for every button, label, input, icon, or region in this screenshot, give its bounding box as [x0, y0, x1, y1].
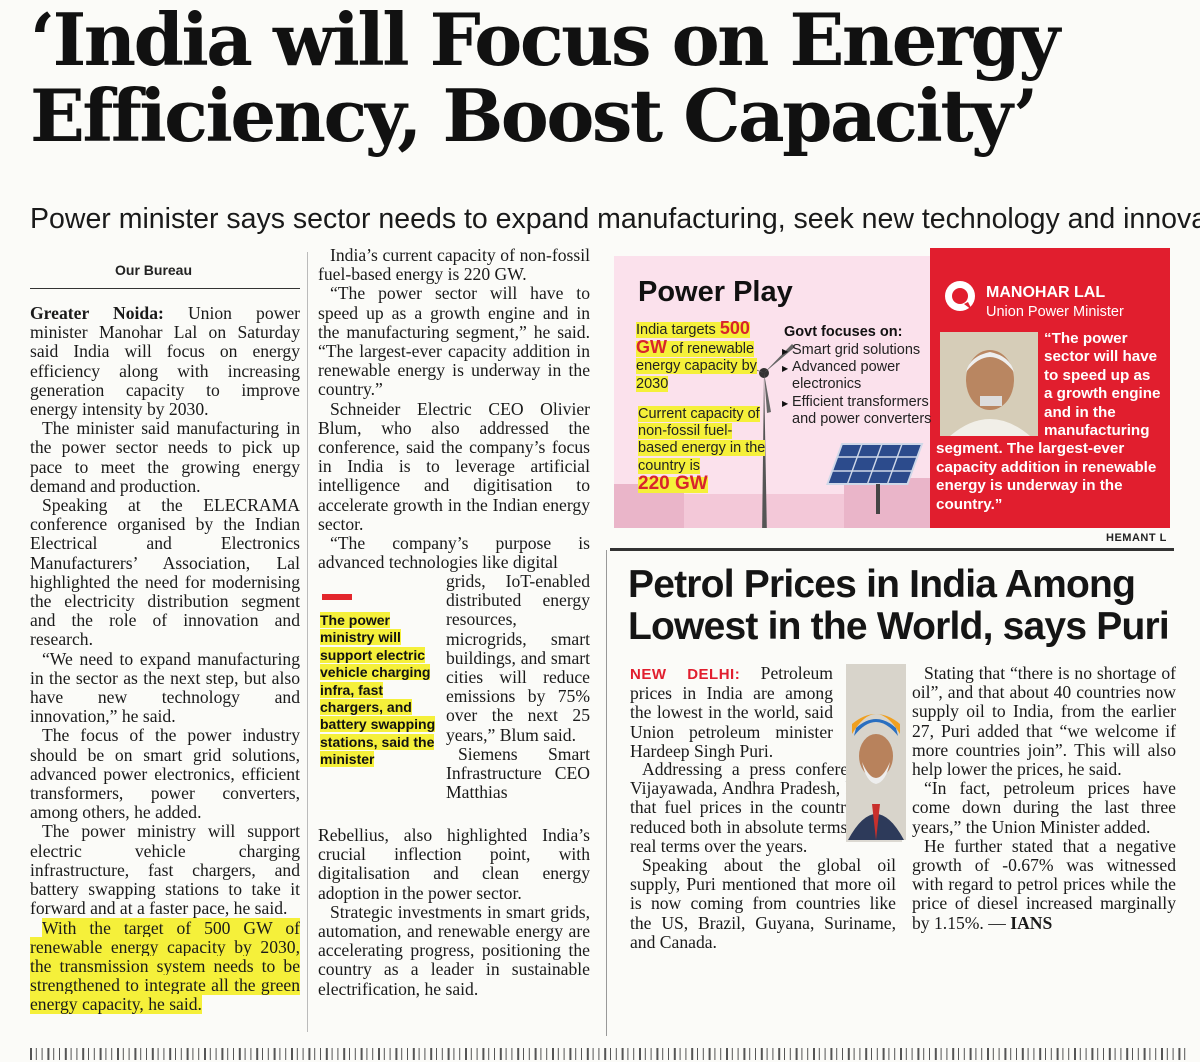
focus-item: Advanced power electronics	[782, 359, 932, 393]
page-edge-strip	[30, 1048, 1186, 1060]
second-headline-line-1: Petrol Prices in India Among	[628, 563, 1136, 606]
main-story-column-2-bottom: Rebellius, also highlighted India’s cruc…	[318, 825, 590, 999]
second-story-column-1-top: NEW DELHI: Petroleum prices in India are…	[630, 663, 833, 761]
main-paragraph: Siemens Smart Infrastructure CEO Matthia…	[446, 743, 590, 803]
headline-line-2: Efficiency, Boost Capacity’	[30, 73, 1038, 158]
main-story-lead: Greater Noida: Union power minister Mano…	[30, 303, 301, 420]
main-paragraph: The minister said manufacturing in the p…	[30, 418, 300, 496]
main-paragraph: India’s current capacity of non-fossil f…	[318, 245, 590, 285]
byline: Our Bureau	[115, 262, 193, 278]
target-value: 500	[719, 318, 750, 338]
main-lead-text: Union power minister Manohar Lal on Satu…	[30, 303, 301, 420]
main-paragraph: “The power sector will have to speed up …	[318, 283, 590, 400]
target-pre-text: India targets	[636, 322, 720, 338]
graphic-credit: HEMANT L	[1106, 532, 1167, 544]
second-lead: NEW DELHI: Petroleum prices in India are…	[630, 663, 833, 761]
main-paragraph: Speaking at the ELECRAMA conference orga…	[30, 495, 300, 650]
second-headline: Petrol Prices in India Among Lowest in t…	[628, 564, 1173, 648]
target-unit: GW	[636, 337, 667, 358]
target-stat: India targets 500 GW of renewable energy…	[636, 318, 776, 393]
focus-item: Efficient transformers and power convert…	[782, 394, 932, 428]
second-paragraph: “In fact, petroleum prices have come dow…	[912, 778, 1176, 837]
column-rule	[606, 550, 607, 1036]
second-headline-line-2: Lowest in the World, says Puri	[628, 605, 1170, 648]
main-paragraph: “We need to expand manufacturing in the …	[30, 648, 300, 727]
pull-quote-text: The power ministry will support electric…	[320, 612, 436, 768]
second-paragraph: Speaking about the global oil supply, Pu…	[630, 855, 896, 952]
main-story-column-2-narrow: grids, IoT-enabled distributed energy re…	[446, 571, 590, 803]
second-last-text: He further stated that a negative growth…	[912, 835, 1176, 933]
focus-list: Smart grid solutions Advanced power elec…	[782, 342, 932, 428]
main-dateline: Greater Noida:	[30, 303, 164, 323]
story-divider	[610, 548, 1174, 551]
main-paragraph: The power ministry will support electric…	[30, 821, 300, 919]
highlighted-text: With the target of 500 GW of renewable e…	[30, 917, 300, 1015]
main-paragraph: Rebellius, also highlighted India’s cruc…	[318, 825, 590, 903]
headline-line-1: ‘India will Focus on Energy	[30, 0, 1060, 82]
minister-quote-text: “The power sector will have to speed up …	[936, 330, 1161, 513]
main-story-column-2: India’s current capacity of non-fossil f…	[318, 245, 590, 573]
main-paragraph: “The company’s purpose is advanced techn…	[318, 533, 590, 573]
minister-role: Union Power Minister	[986, 304, 1124, 320]
pull-quote-marker	[322, 594, 352, 600]
graphic-title: Power Play	[638, 276, 793, 308]
quote-mark-icon	[945, 281, 975, 311]
agency-credit: IANS	[1010, 912, 1053, 933]
second-lead-text: Petroleum prices in India are among the …	[630, 663, 833, 761]
main-paragraph: Schneider Electric CEO Olivier Blum, who…	[318, 398, 590, 534]
second-story-column-1: Addressing a press conference in Vijayaw…	[630, 759, 896, 952]
byline-rule	[30, 288, 300, 289]
minister-quote: “The power sector will have to speed up …	[936, 330, 1162, 514]
second-story-photo	[846, 664, 906, 840]
current-value: 220 GW	[638, 472, 708, 494]
power-play-graphic: Power Play India targets 500 GW of renew…	[614, 248, 1170, 528]
main-story-column-1: Greater Noida: Union power minister Mano…	[30, 303, 301, 1015]
main-paragraph: Strategic investments in smart grids, au…	[318, 901, 590, 999]
second-dateline: NEW DELHI:	[630, 666, 741, 683]
focus-heading: Govt focuses on:	[784, 324, 903, 340]
wind-turbine-illustration	[614, 344, 930, 528]
main-paragraph-highlighted: With the target of 500 GW of renewable e…	[30, 917, 300, 1015]
current-text: Current capacity of non-fossil fuel-base…	[638, 406, 766, 474]
focus-item: Smart grid solutions	[782, 342, 932, 360]
target-post-text: of renewable energy capacity by 2030	[636, 341, 757, 392]
second-paragraph-last: He further stated that a negative growth…	[912, 835, 1176, 933]
second-story-column-2: Stating that “there is no shortage of oi…	[912, 663, 1176, 933]
minister-photo	[940, 332, 1038, 436]
minister-portrait	[940, 332, 1038, 436]
second-paragraph: Stating that “there is no shortage of oi…	[912, 663, 1176, 780]
column-rule	[307, 252, 308, 1032]
main-paragraph: grids, IoT-enabled distributed energy re…	[446, 571, 590, 745]
subheadline: Power minister says sector needs to expa…	[30, 203, 1200, 235]
minister-name: MANOHAR LAL	[986, 284, 1106, 301]
second-paragraph: Addressing a press conference in Vijayaw…	[630, 759, 896, 856]
current-capacity-stat: Current capacity of non-fossil fuel-base…	[638, 406, 770, 494]
main-paragraph: The focus of the power industry should b…	[30, 725, 300, 823]
page-headline: ‘India will Focus on Energy Efficiency, …	[30, 2, 1180, 154]
pull-quote: The power ministry will support electric…	[320, 612, 436, 769]
